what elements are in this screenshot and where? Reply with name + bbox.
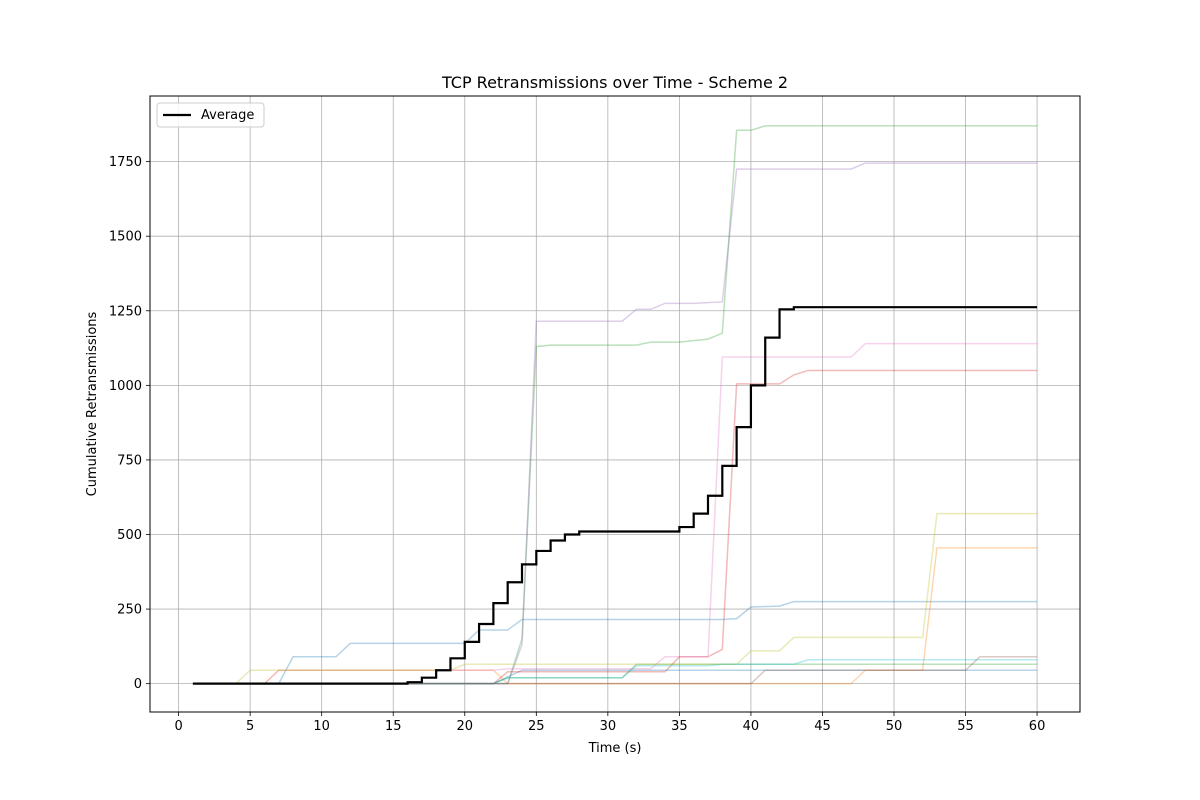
run-series-line: [192, 547, 1038, 685]
x-tick-label: 15: [385, 719, 402, 734]
legend: Average: [156, 102, 265, 128]
y-tick-label: 750: [117, 453, 142, 468]
run-series-line: [192, 659, 1038, 685]
y-tick-label: 250: [117, 603, 142, 618]
run-series-line: [192, 342, 1038, 685]
x-tick-label: 20: [456, 719, 473, 734]
x-tick-label: 60: [1029, 719, 1046, 734]
y-tick-label: 1000: [109, 379, 142, 394]
x-tick-label: 40: [743, 719, 760, 734]
run-series-line: [192, 369, 1038, 685]
run-series-line: [192, 656, 1038, 685]
legend-label-average: Average: [201, 108, 254, 123]
y-tick-label: 500: [117, 528, 142, 543]
run-series-line: [192, 663, 1038, 685]
x-tick-label: 45: [814, 719, 831, 734]
x-tick-label: 0: [174, 719, 182, 734]
x-axis-label: Time (s): [588, 741, 642, 756]
x-tick-label: 50: [886, 719, 903, 734]
x-tick-label: 5: [246, 719, 254, 734]
x-tick-label: 55: [957, 719, 974, 734]
x-tick-label: 10: [313, 719, 330, 734]
run-series-line: [192, 162, 1038, 685]
grid: [150, 96, 1080, 712]
x-tick-label: 35: [671, 719, 688, 734]
series-layer: [192, 125, 1038, 685]
y-axis: 0 250 500 750 1000 1250 1500 1750: [109, 155, 150, 692]
y-tick-label: 1750: [109, 155, 142, 170]
legend-box: [156, 102, 265, 128]
y-tick-label: 1500: [109, 230, 142, 245]
y-tick-label: 0: [134, 677, 142, 692]
chart-title: TCP Retransmissions over Time - Scheme 2: [441, 73, 788, 92]
average-series-line: [192, 306, 1038, 685]
x-tick-label: 25: [528, 719, 545, 734]
x-axis: 0 5 10 15 20 25 30 35 40 45 50 55 60: [174, 712, 1045, 734]
y-axis-label: Cumulative Retransmissions: [85, 311, 100, 496]
plot-frame: [149, 95, 1081, 713]
x-tick-label: 30: [600, 719, 617, 734]
y-tick-label: 1250: [109, 304, 142, 319]
run-series-line: [192, 125, 1038, 685]
run-series-line: [192, 512, 1038, 685]
run-series-line: [192, 669, 1038, 685]
run-series-line: [192, 600, 1038, 685]
